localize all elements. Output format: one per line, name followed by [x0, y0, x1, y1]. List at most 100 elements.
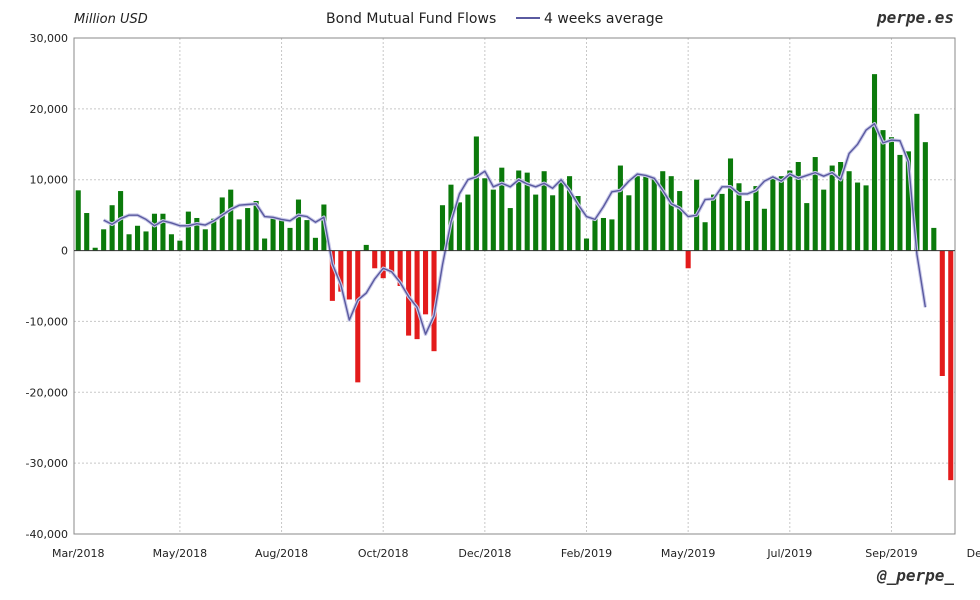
- flow-bar: [727, 158, 734, 251]
- flow-bar: [185, 211, 191, 251]
- flow-bar: [931, 227, 937, 251]
- flow-bar: [583, 238, 590, 251]
- flow-bar: [236, 219, 242, 251]
- flow-bar: [295, 199, 302, 251]
- x-tick-label: Aug/2018: [255, 547, 308, 560]
- flow-bar: [600, 217, 606, 251]
- y-tick-label: -40,000: [26, 528, 68, 541]
- x-tick-label: Feb/2019: [561, 547, 612, 560]
- flow-bar: [829, 165, 835, 251]
- flow-bar: [804, 203, 810, 251]
- x-tick-label: May/2018: [153, 547, 207, 560]
- gridlines: [74, 38, 955, 534]
- flow-bar: [541, 171, 547, 251]
- x-tick-label: Dec/2019: [967, 547, 980, 560]
- chart-title: Bond Mutual Fund Flows: [326, 11, 496, 27]
- flow-bar: [660, 171, 666, 251]
- flow-bar: [84, 213, 90, 251]
- x-tick-label: Dec/2018: [458, 547, 511, 560]
- flow-bar: [846, 171, 852, 251]
- flow-bar: [431, 250, 437, 352]
- flow-bar: [499, 167, 505, 251]
- flow-bar: [838, 162, 844, 251]
- flow-bar: [821, 189, 827, 251]
- flow-bar: [245, 208, 251, 251]
- flow-bar: [668, 176, 674, 251]
- flow-bar: [397, 250, 403, 286]
- flow-bar: [778, 176, 784, 251]
- flow-bar: [177, 240, 183, 251]
- flow-bar: [719, 193, 725, 251]
- flow-bar: [567, 176, 573, 251]
- flow-bar: [228, 189, 234, 251]
- flow-bar: [787, 170, 793, 251]
- x-tick-label: Mar/2018: [52, 547, 104, 560]
- flow-bar: [634, 176, 640, 251]
- flow-bar: [871, 74, 878, 251]
- flow-bar: [109, 205, 115, 251]
- flow-bar: [380, 250, 386, 279]
- flow-bar: [219, 197, 225, 251]
- flow-bar: [888, 137, 895, 251]
- flow-bar: [389, 250, 395, 274]
- flow-bar: [558, 179, 564, 251]
- flow-bar: [151, 213, 158, 251]
- flow-bar: [134, 225, 141, 251]
- flow-bar: [524, 172, 530, 251]
- flow-bar: [812, 157, 818, 251]
- flow-bar: [329, 250, 335, 301]
- flow-bar: [507, 208, 513, 251]
- y-tick-label: 20,000: [30, 103, 69, 116]
- x-tick-label: May/2019: [661, 547, 715, 560]
- flow-bar: [626, 195, 632, 251]
- flow-bar: [677, 191, 683, 251]
- flow-bar: [855, 182, 861, 251]
- flow-bar: [346, 250, 352, 300]
- flow-bar: [753, 186, 759, 251]
- legend-line-label: 4 weeks average: [544, 11, 663, 27]
- flow-bar: [194, 217, 200, 251]
- flow-bar: [575, 196, 581, 251]
- flow-bar: [736, 183, 742, 251]
- x-tick-label: Oct/2018: [358, 547, 409, 560]
- flow-bar: [202, 229, 208, 251]
- average-line-halo: [102, 121, 928, 336]
- x-tick-labels: Mar/2018 May/2018 Aug/2018 Oct/2018 Dec/2018…: [52, 547, 980, 560]
- flow-bar: [126, 234, 132, 251]
- flow-bar: [482, 178, 488, 251]
- y-tick-label: 30,000: [30, 32, 69, 45]
- flow-bar: [550, 195, 556, 251]
- y-tick-label: -30,000: [26, 457, 68, 470]
- x-tick-label: Jul/2019: [766, 547, 812, 560]
- flow-bar: [287, 227, 293, 251]
- flow-bar: [465, 194, 471, 251]
- y-tick-label: -10,000: [26, 315, 68, 328]
- flow-bar: [253, 200, 259, 251]
- flow-bar: [406, 250, 412, 336]
- flow-bar: [423, 250, 429, 315]
- flow-bar: [321, 204, 327, 251]
- y-unit-label: Million USD: [74, 12, 148, 27]
- flow-bar: [304, 220, 310, 251]
- flow-bar: [92, 247, 98, 251]
- flow-bar: [617, 165, 623, 251]
- flow-bar: [744, 200, 750, 251]
- flow-bar: [609, 219, 615, 251]
- flow-bar: [939, 250, 945, 376]
- flow-bar: [643, 176, 649, 251]
- flow-bar: [795, 162, 801, 251]
- x-tick-label: Sep/2019: [865, 547, 917, 560]
- flow-bar: [338, 250, 344, 292]
- flow-bar: [490, 189, 496, 251]
- flow-bar: [363, 244, 369, 251]
- flow-bar: [702, 222, 708, 251]
- flow-bar: [372, 250, 378, 269]
- flow-bar: [439, 205, 446, 251]
- flow-bar: [75, 190, 81, 251]
- flow-bar: [651, 179, 657, 251]
- average-line-group: [102, 121, 928, 336]
- y-tick-label: 0: [61, 245, 68, 258]
- flow-bar: [270, 216, 276, 251]
- flow-bar: [592, 218, 598, 251]
